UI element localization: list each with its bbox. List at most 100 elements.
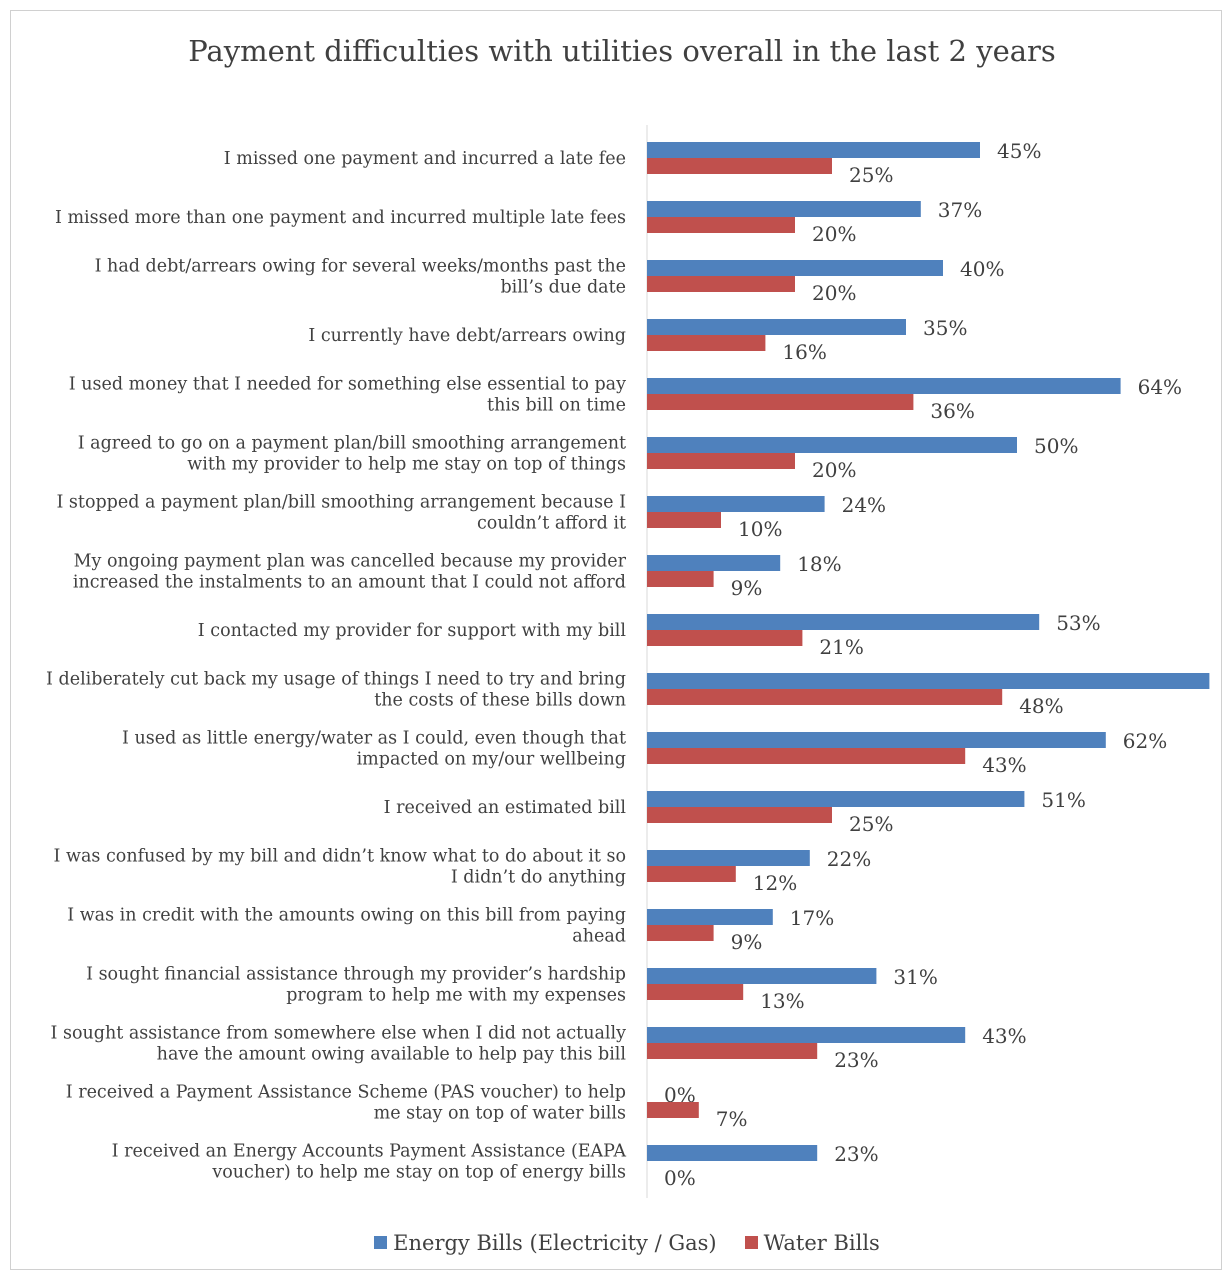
category-label: I was in credit with the amounts owing o… xyxy=(67,906,626,926)
water-bar xyxy=(647,453,795,469)
category-label: have the amount owing available to help … xyxy=(157,1045,627,1065)
water-bar xyxy=(647,158,832,174)
legend-item: Energy Bills (Electricity / Gas) xyxy=(374,1230,717,1255)
chart-frame xyxy=(10,10,1222,1270)
category-label: I contacted my provider for support with… xyxy=(198,621,627,641)
water-value-label: 13% xyxy=(760,989,804,1013)
category-label: I used money that I needed for something… xyxy=(69,375,626,395)
chart-legend: Energy Bills (Electricity / Gas) Water Bi… xyxy=(0,1230,1224,1255)
water-value-label: 36% xyxy=(930,399,974,423)
energy-bar xyxy=(647,496,825,512)
category-label: I sought assistance from somewhere else … xyxy=(51,1024,627,1044)
water-bar xyxy=(647,335,766,351)
category-label: voucher) to help me stay on top of energ… xyxy=(211,1163,626,1183)
energy-bar xyxy=(647,319,906,335)
energy-bar xyxy=(647,437,1017,453)
energy-bar xyxy=(647,201,921,217)
water-value-label: 48% xyxy=(1019,694,1063,718)
legend-label: Energy Bills (Electricity / Gas) xyxy=(393,1230,717,1255)
water-value-label: 20% xyxy=(812,458,856,482)
water-value-label: 9% xyxy=(731,930,763,954)
energy-value-label: 22% xyxy=(827,847,871,871)
energy-value-label: 64% xyxy=(1138,375,1182,399)
category-label: I sought financial assistance through my… xyxy=(86,965,626,985)
water-value-label: 0% xyxy=(664,1166,696,1190)
water-value-label: 20% xyxy=(812,281,856,305)
category-label: I had debt/arrears owing for several wee… xyxy=(95,257,626,277)
water-bar xyxy=(647,394,914,410)
energy-value-label: 17% xyxy=(790,906,834,930)
water-bar xyxy=(647,1102,699,1118)
water-bar xyxy=(647,748,966,764)
category-label: impacted on my/our wellbeing xyxy=(357,750,626,770)
energy-bar xyxy=(647,614,1040,630)
energy-value-label: 45% xyxy=(997,139,1041,163)
energy-value-label: 40% xyxy=(960,257,1004,281)
category-label: I missed more than one payment and incur… xyxy=(55,208,626,228)
water-value-label: 43% xyxy=(982,753,1026,777)
category-label: I currently have debt/arrears owing xyxy=(308,326,626,346)
category-label: I received a Payment Assistance Scheme (… xyxy=(66,1083,626,1103)
water-value-label: 21% xyxy=(819,635,863,659)
legend-item: Water Bills xyxy=(744,1230,880,1255)
legend-label: Water Bills xyxy=(763,1230,880,1255)
energy-value-label: 35% xyxy=(923,316,967,340)
category-label: me stay on top of water bills xyxy=(374,1104,626,1124)
energy-value-label: 37% xyxy=(938,198,982,222)
water-bar xyxy=(647,571,714,587)
water-value-label: 10% xyxy=(738,517,782,541)
water-bar xyxy=(647,984,744,1000)
energy-bar xyxy=(647,673,1210,689)
water-bar xyxy=(647,807,832,823)
energy-value-label: 51% xyxy=(1041,788,1085,812)
energy-bar xyxy=(647,1145,818,1161)
water-value-label: 12% xyxy=(753,871,797,895)
legend-swatch xyxy=(744,1236,758,1249)
water-bar xyxy=(647,512,721,528)
chart-title: Payment difficulties with utilities over… xyxy=(188,34,1056,68)
category-label: this bill on time xyxy=(487,396,626,416)
water-bar xyxy=(647,866,736,882)
category-label: the costs of these bills down xyxy=(374,691,626,711)
energy-value-label: 43% xyxy=(982,1024,1026,1048)
water-value-label: 25% xyxy=(849,812,893,836)
water-value-label: 16% xyxy=(782,340,826,364)
category-label: I used as little energy/water as I could… xyxy=(122,729,626,749)
water-bar xyxy=(647,689,1003,705)
energy-bar xyxy=(647,791,1025,807)
energy-bar xyxy=(647,909,773,925)
water-bar xyxy=(647,217,795,233)
energy-value-label: 62% xyxy=(1123,729,1167,753)
category-label: I deliberately cut back my usage of thin… xyxy=(46,670,626,690)
water-value-label: 20% xyxy=(812,222,856,246)
water-value-label: 25% xyxy=(849,163,893,187)
category-label: I stopped a payment plan/bill smoothing … xyxy=(56,493,626,513)
category-label: couldn’t afford it xyxy=(477,514,626,534)
energy-value-label: 53% xyxy=(1056,611,1100,635)
water-bar xyxy=(647,276,795,292)
category-label: with my provider to help me stay on top … xyxy=(187,455,626,475)
category-label: I received an estimated bill xyxy=(384,798,627,818)
category-label: program to help me with my expenses xyxy=(286,986,626,1006)
category-label: bill’s due date xyxy=(500,278,626,298)
category-label: I received an Energy Accounts Payment As… xyxy=(112,1142,627,1162)
water-value-label: 7% xyxy=(716,1107,748,1131)
category-label: I agreed to go on a payment plan/bill sm… xyxy=(78,434,626,454)
legend-swatch xyxy=(374,1236,388,1249)
water-value-label: 9% xyxy=(731,576,763,600)
category-label: I didn’t do anything xyxy=(451,868,626,888)
energy-value-label: 50% xyxy=(1034,434,1078,458)
energy-bar xyxy=(647,378,1121,394)
energy-bar xyxy=(647,850,810,866)
energy-value-label: 31% xyxy=(893,965,937,989)
water-value-label: 23% xyxy=(834,1048,878,1072)
category-label: ahead xyxy=(572,927,626,947)
energy-bar xyxy=(647,142,980,158)
energy-value-label: 18% xyxy=(797,552,841,576)
category-label: increased the instalments to an amount t… xyxy=(73,573,626,593)
water-bar xyxy=(647,925,714,941)
water-bar xyxy=(647,630,803,646)
energy-bar xyxy=(647,732,1106,748)
category-label: My ongoing payment plan was cancelled be… xyxy=(74,552,627,572)
energy-value-label: 24% xyxy=(842,493,886,517)
